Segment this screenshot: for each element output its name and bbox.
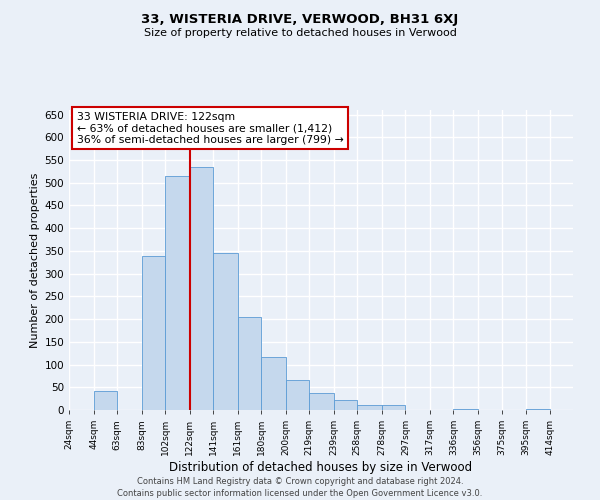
Text: Contains HM Land Registry data © Crown copyright and database right 2024.: Contains HM Land Registry data © Crown c… xyxy=(137,478,463,486)
X-axis label: Distribution of detached houses by size in Verwood: Distribution of detached houses by size … xyxy=(169,461,473,474)
Bar xyxy=(213,253,238,410)
Bar xyxy=(238,317,261,410)
Bar xyxy=(261,357,286,410)
Bar xyxy=(190,167,213,410)
Bar xyxy=(382,406,406,410)
Y-axis label: Number of detached properties: Number of detached properties xyxy=(30,172,40,348)
Bar xyxy=(334,400,358,410)
Bar xyxy=(286,380,309,410)
Text: 33 WISTERIA DRIVE: 122sqm
← 63% of detached houses are smaller (1,412)
36% of se: 33 WISTERIA DRIVE: 122sqm ← 63% of detac… xyxy=(77,112,343,144)
Text: Contains public sector information licensed under the Open Government Licence v3: Contains public sector information licen… xyxy=(118,489,482,498)
Bar xyxy=(454,409,478,410)
Bar xyxy=(165,176,190,410)
Text: 33, WISTERIA DRIVE, VERWOOD, BH31 6XJ: 33, WISTERIA DRIVE, VERWOOD, BH31 6XJ xyxy=(142,12,458,26)
Text: Size of property relative to detached houses in Verwood: Size of property relative to detached ho… xyxy=(143,28,457,38)
Bar xyxy=(309,392,334,410)
Bar xyxy=(94,391,117,410)
Bar xyxy=(142,256,165,410)
Bar xyxy=(358,406,382,410)
Bar xyxy=(526,409,550,410)
